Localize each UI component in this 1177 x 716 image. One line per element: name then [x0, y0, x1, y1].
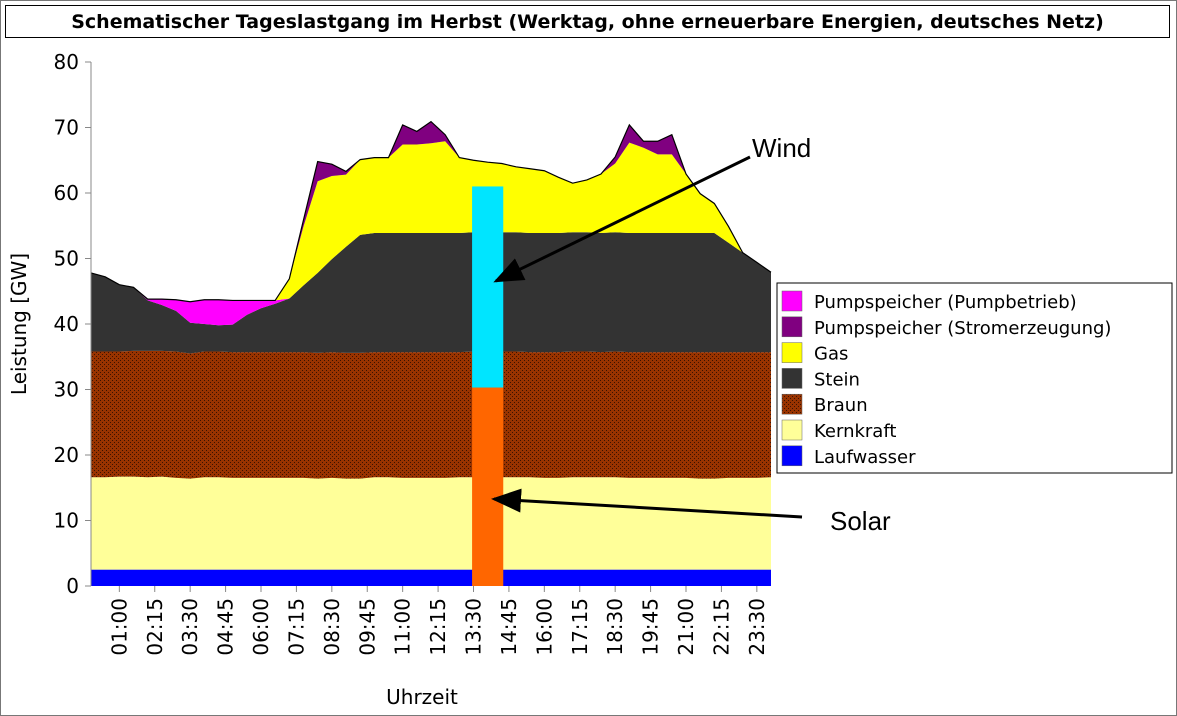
- x-tick-label: 04:45: [214, 598, 238, 656]
- y-tick-label: 10: [54, 509, 79, 533]
- legend-swatch-gas: [781, 342, 803, 363]
- x-axis-label: Uhrzeit: [386, 685, 458, 709]
- x-tick-label: 06:00: [249, 598, 273, 656]
- annotations: Wind Solar: [491, 133, 891, 536]
- total-load-line: [90, 120, 772, 303]
- x-tick-label: 02:15: [143, 598, 167, 656]
- x-tick-label: 03:30: [178, 598, 202, 656]
- y-tick-label: 50: [54, 247, 79, 271]
- annotation-solar: Solar: [830, 506, 891, 536]
- y-tick-label: 0: [66, 574, 79, 598]
- area-pumpspeicher-pumpbetrieb: [91, 232, 771, 326]
- x-tick-label: 19:45: [639, 598, 663, 656]
- bar-solar: [472, 387, 504, 586]
- y-tick-label: 40: [54, 312, 79, 336]
- x-tick-label: 22:15: [709, 598, 733, 656]
- stacked-areas: [90, 120, 772, 586]
- legend-swatch-laufwasser: [781, 445, 803, 467]
- legend-label-stein: Stein: [814, 369, 860, 390]
- legend-swatch-pumpspeicher-pumpbetrieb: [781, 290, 803, 312]
- x-tick-label: 18:30: [603, 598, 627, 656]
- legend-label-gas: Gas: [814, 344, 848, 365]
- arrow-wind: [493, 155, 751, 283]
- x-tick-label: 11:00: [391, 598, 415, 656]
- x-tick-label: 09:45: [355, 598, 379, 656]
- y-axis-label: Leistung [GW]: [7, 253, 31, 395]
- area-kernkraft: [91, 476, 771, 570]
- area-gas: [91, 141, 771, 302]
- x-tick-label: 14:45: [497, 598, 521, 656]
- y-tick-label: 80: [54, 50, 79, 74]
- x-tick-label: 01:00: [107, 598, 131, 656]
- area-stein: [91, 232, 771, 354]
- bar-wind: [472, 186, 504, 388]
- area-laufwasser: [91, 569, 771, 586]
- y-tick-label: 70: [54, 116, 79, 140]
- x-tick-label: 12:15: [426, 598, 450, 656]
- annotation-wind: Wind: [752, 133, 811, 163]
- x-tick-label: 16:00: [532, 598, 556, 656]
- x-tick-label: 07:15: [284, 598, 308, 656]
- chart-title: Schematischer Tageslastgang im Herbst (W…: [5, 5, 1170, 38]
- x-tick-label: 23:30: [745, 598, 769, 656]
- x-tick-label: 21:00: [674, 598, 698, 656]
- legend-label-laufwasser: Laufwasser: [814, 447, 916, 468]
- x-tick-label: 13:30: [462, 598, 486, 656]
- legend-swatch-kernkraft: [781, 419, 803, 441]
- legend-label-kernkraft: Kernkraft: [814, 421, 896, 442]
- y-tick-label: 30: [54, 378, 79, 402]
- y-tick-label: 60: [54, 181, 79, 205]
- y-tick-label: 20: [54, 443, 79, 467]
- legend-box: [776, 282, 1173, 474]
- area-braun: [91, 350, 771, 479]
- legend-label-braun: Braun: [814, 395, 868, 416]
- x-tick-label: 17:15: [568, 598, 592, 656]
- legend-label-pumpspeicher-stromerzeugung: Pumpspeicher (Stromerzeugung): [814, 318, 1111, 339]
- legend-swatch-stein: [781, 368, 803, 389]
- overlay-bar: [472, 186, 504, 586]
- axes: 0 10 20 30 40 50 60 70 80 01:00 02:15 03:30 04:45 06:…: [7, 50, 769, 709]
- legend-label-pumpspeicher-pumpbetrieb: Pumpspeicher (Pumpbetrieb): [814, 292, 1077, 313]
- legend-swatch-braun: [781, 393, 803, 415]
- arrow-solar: [491, 488, 803, 519]
- legend-swatch-pumpspeicher-stromerzeugung: [781, 316, 803, 338]
- legend: Pumpspeicher (Pumpbetrieb) Pumpspeicher (…: [776, 282, 1173, 474]
- x-tick-label: 08:30: [320, 598, 344, 656]
